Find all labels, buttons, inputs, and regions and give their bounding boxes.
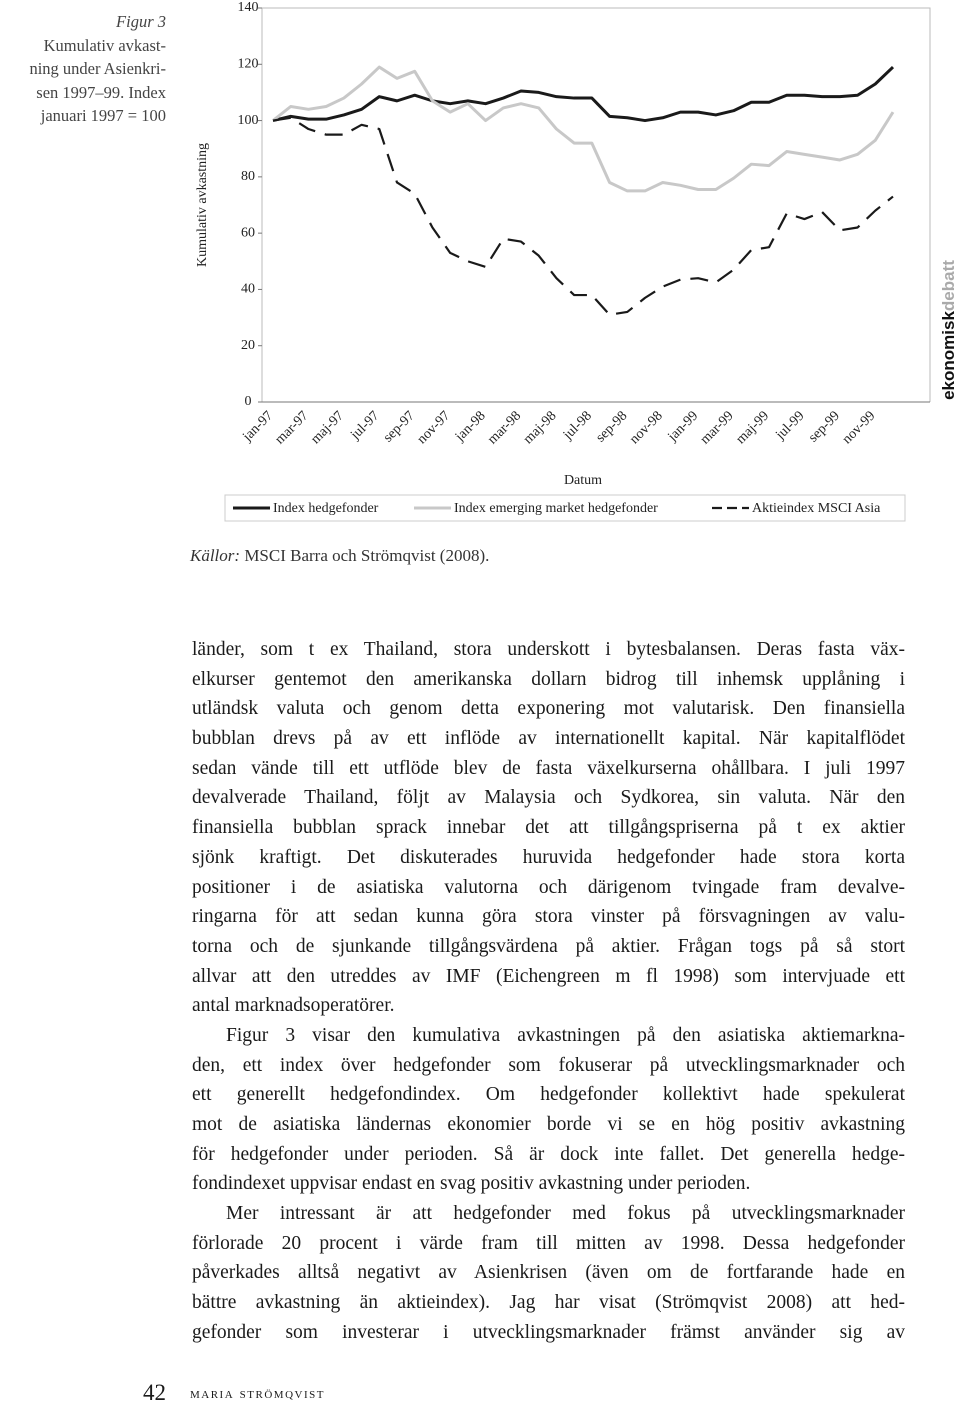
text-line: finansiella bubblan sprack innebar det a…	[192, 817, 905, 839]
y-axis-title: Kumulativ avkastning	[195, 143, 210, 267]
series-line	[272, 66, 895, 123]
text-line: bättre avkastning än aktieindex). Jag ha…	[192, 1292, 905, 1314]
brand: ekonomiskdebatt	[939, 260, 958, 400]
text-line: mot de asiatiska ländernas ekonomier bor…	[192, 1114, 905, 1135]
x-tick-label: jan-99	[665, 408, 702, 445]
text-line: antal marknadsoperatörer.	[192, 995, 395, 1017]
x-axis-title: Datum	[564, 473, 602, 488]
x-tick-label: nov-98	[627, 408, 666, 447]
paragraph: Figur 3 visar den kumulativa avkastninge…	[192, 1021, 905, 1199]
x-tick-label: nov-99	[840, 408, 879, 447]
text-line: förlorade 20 procent i värde fram till m…	[192, 1232, 905, 1254]
text-line: gefonder som investerar i utvecklingsmar…	[192, 1321, 905, 1343]
x-tick-label: nov-97	[415, 408, 454, 447]
legend-label: Index hedgefonder	[273, 501, 379, 516]
page-number: 42	[143, 1380, 166, 1405]
source-text: MSCI Barra och Strömqvist (2008).	[240, 546, 490, 565]
series-line	[272, 116, 894, 316]
text-line: länder, som t ex Thailand, stora undersk…	[192, 639, 905, 660]
y-tick-label: 20	[241, 338, 255, 353]
x-tick-label: sep-97	[381, 408, 418, 445]
text-line: den, ett index över hedgefonder som foku…	[192, 1054, 905, 1076]
text-line: påverkades alltså negativt av Asienkrise…	[192, 1262, 905, 1284]
brand-part: ekonomisk	[939, 311, 958, 400]
caption-line: sen 1997–99. Index	[36, 82, 166, 102]
text-line: devalverade Thailand, följt av Malaysia …	[192, 787, 905, 809]
text-line: Figur 3 visar den kumulativa avkastninge…	[226, 1024, 905, 1046]
text-line: allvar att den utreddes av IMF (Eichengr…	[192, 965, 905, 987]
x-tick-label: sep-99	[806, 408, 843, 445]
text-line: för hedgefonder under perioden. Så är do…	[192, 1143, 905, 1165]
x-tick-label: maj-98	[521, 408, 560, 447]
x-tick-label: jan-97	[240, 408, 277, 445]
y-tick-label: 120	[238, 57, 259, 72]
text-line: utländsk valuta och genom detta exponeri…	[192, 698, 905, 720]
plot-frame	[261, 7, 931, 402]
brand-part: debatt	[939, 260, 958, 311]
text-line: bubblan drevs på av ett inflöde av inter…	[192, 728, 905, 750]
x-tick-label: jul-97	[347, 408, 382, 443]
x-tick-label: maj-99	[733, 408, 772, 447]
text-line: ringarna för att sedan kunna göra stora …	[192, 906, 905, 928]
text-line: ett generellt hedgefondindex. Om hedgefo…	[192, 1084, 905, 1106]
text-line: Mer intressant är att hedgefonder med fo…	[226, 1203, 905, 1225]
paragraph: Mer intressant är att hedgefonder med fo…	[192, 1199, 905, 1347]
legend-label: Aktieindex MSCI Asia	[752, 501, 881, 516]
caption-line: Kumulativ avkast-	[43, 35, 166, 55]
text-line: sedan vände till ett utflöde blev de fas…	[192, 757, 905, 779]
text-line: elkurser gentemot den amerikanska dollar…	[192, 668, 905, 690]
legend-box	[224, 494, 906, 522]
y-tick-label: 140	[238, 0, 259, 15]
x-tick-label: mar-97	[273, 408, 312, 447]
text-line: positioner i de asiatiska valutorna och …	[192, 876, 905, 898]
x-tick-label: jul-99	[773, 408, 808, 443]
legend-label: Index emerging market hedgefonder	[454, 501, 658, 516]
series-line	[272, 65, 895, 193]
y-tick-label: 0	[245, 394, 252, 409]
y-tick-label: 100	[238, 113, 259, 128]
paragraph: länder, som t ex Thailand, stora undersk…	[192, 635, 905, 1021]
figure-label: Figur 3	[116, 12, 166, 31]
text-line: sjönk kraftigt. Det diskuterades huruvid…	[192, 846, 905, 868]
text-line: torna och de sjunkande tillgångsvärdena …	[192, 935, 905, 957]
chart: Kumulativ avkastning Datum ekonomiskdeba…	[195, 0, 958, 522]
x-tick-label: jan-98	[452, 408, 489, 445]
running-author: maria strömqvist	[190, 1385, 325, 1402]
source-label: Källor:	[190, 546, 241, 565]
x-tick-label: mar-98	[485, 408, 524, 447]
y-tick-label: 60	[241, 225, 255, 240]
text-line: fondindexet uppvisar endast en svag posi…	[192, 1173, 751, 1195]
caption-line: ning under Asienkri-	[29, 59, 166, 78]
figure-caption: Figur 3 Kumulativ avkast-ning under Asie…	[0, 10, 166, 128]
x-tick-label: mar-99	[698, 408, 737, 447]
y-tick-label: 40	[241, 282, 255, 297]
source: Källor: MSCI Barra och Strömqvist (2008)…	[190, 546, 489, 566]
x-tick-label: sep-98	[593, 408, 630, 445]
x-tick-label: maj-97	[308, 408, 347, 447]
caption-line: januari 1997 = 100	[40, 106, 166, 125]
body-text: länder, som t ex Thailand, stora undersk…	[192, 635, 905, 1348]
y-tick-label: 80	[241, 169, 255, 184]
x-tick-label: jul-98	[560, 408, 595, 443]
